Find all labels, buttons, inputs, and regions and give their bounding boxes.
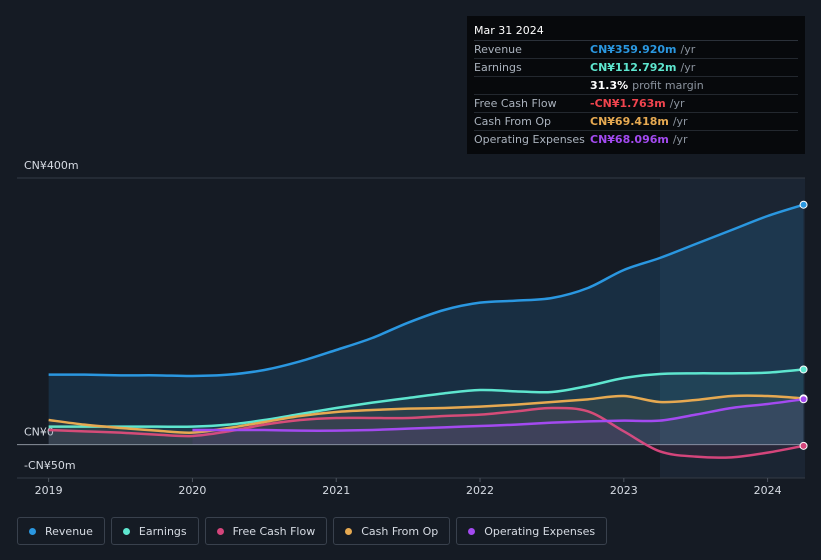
y-tick-label: -CN¥50m (24, 459, 76, 472)
y-tick-label: CN¥400m (24, 159, 79, 172)
tooltip-unit: /yr (680, 43, 696, 56)
tooltip-label: Earnings (474, 61, 522, 74)
y-tick-label: CN¥0 (24, 426, 54, 439)
end-point (799, 395, 808, 404)
tooltip-label: Cash From Op (474, 115, 552, 128)
line (192, 398, 804, 433)
legend: Revenue Earnings Free Cash Flow Cash From O… (17, 517, 608, 545)
legend-swatch (216, 527, 224, 535)
tooltip: Mar 31 2024 Revenue CN¥359.920m/yr Earnings… (467, 16, 805, 154)
x-tick-label: 2021 (322, 484, 350, 497)
end-point (799, 441, 808, 450)
tooltip-row: Revenue CN¥359.920m/yr (474, 41, 798, 59)
legend-item[interactable]: Cash From Op (333, 517, 451, 545)
tooltip-label: Revenue (474, 43, 522, 56)
tooltip-unit: /yr (672, 115, 688, 128)
tooltip-row: 31.3% profit margin (474, 77, 798, 95)
tooltip-value: 31.3% (590, 79, 629, 92)
legend-item[interactable]: Operating Expenses (456, 517, 608, 545)
tooltip-row: Earnings CN¥112.792m/yr (474, 59, 798, 77)
x-tick-label: 2019 (35, 484, 63, 497)
tooltip-row: Free Cash Flow -CN¥1.763m/yr (474, 95, 798, 113)
highlight-region (660, 178, 805, 478)
tooltip-date: Mar 31 2024 (474, 22, 798, 41)
legend-label: Cash From Op (361, 524, 439, 538)
end-point (799, 200, 808, 209)
area (192, 399, 804, 445)
legend-swatch (122, 527, 130, 535)
tooltip-value: CN¥359.920m (590, 43, 677, 56)
line (48, 406, 804, 459)
tooltip-label: Free Cash Flow (474, 97, 557, 110)
area (48, 407, 804, 458)
tooltip-row: Operating Expenses CN¥68.096m/yr (474, 131, 798, 148)
tooltip-unit: /yr (672, 133, 688, 146)
tooltip-unit: profit margin (632, 79, 704, 92)
tooltip-value: CN¥69.418m (590, 115, 669, 128)
x-tick-label: 2022 (466, 484, 494, 497)
line (48, 394, 804, 434)
chart: CN¥400m CN¥0 -CN¥50m 2019 2020 2021 2022 2023 20… (17, 159, 808, 497)
x-tick-label: 2023 (610, 484, 638, 497)
line (48, 368, 804, 429)
tooltip-value: CN¥68.096m (590, 133, 669, 146)
legend-label: Revenue (45, 524, 93, 538)
legend-label: Operating Expenses (484, 524, 596, 538)
area (48, 395, 804, 445)
tooltip-unit: /yr (680, 61, 696, 74)
area (48, 204, 804, 445)
legend-item[interactable]: Earnings (110, 517, 199, 545)
x-tick-label: 2020 (178, 484, 206, 497)
legend-label: Earnings (138, 524, 187, 538)
tooltip-value: -CN¥1.763m (590, 97, 666, 110)
legend-swatch (345, 527, 353, 535)
legend-item[interactable]: Free Cash Flow (204, 517, 328, 545)
legend-item[interactable]: Revenue (17, 517, 105, 545)
tooltip-unit: /yr (669, 97, 685, 110)
end-point (799, 365, 808, 374)
legend-label: Free Cash Flow (232, 524, 316, 538)
tooltip-value: CN¥112.792m (590, 61, 677, 74)
line (48, 203, 804, 378)
legend-swatch (29, 527, 36, 535)
legend-swatch (468, 527, 476, 535)
tooltip-label (474, 77, 590, 94)
tooltip-label: Operating Expenses (474, 133, 585, 146)
x-tick-label: 2024 (754, 484, 782, 497)
tooltip-row: Cash From Op CN¥69.418m/yr (474, 113, 798, 131)
